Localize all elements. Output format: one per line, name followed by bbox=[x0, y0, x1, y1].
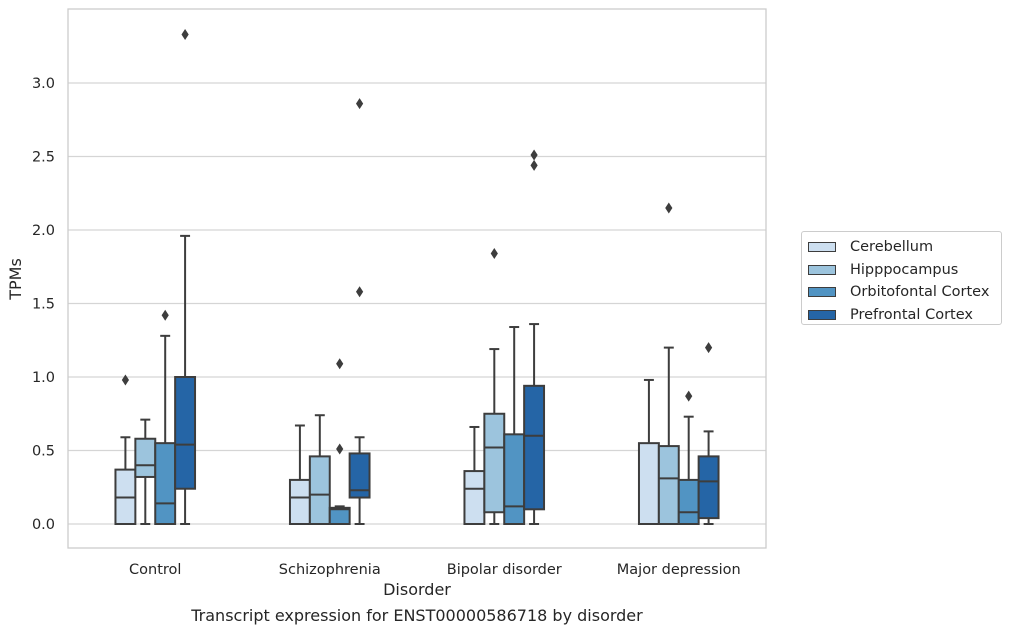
box-orbitofontal-cortex bbox=[677, 390, 700, 525]
box-cerebellum bbox=[288, 424, 311, 525]
legend-item-orbitofrontal: Orbitofontal Cortex bbox=[808, 281, 1001, 304]
x-axis-label: Disorder bbox=[383, 580, 451, 599]
x-tick-label: Major depression bbox=[617, 562, 741, 578]
x-ticks: Control Schizophrenia Bipolar disorder Majo… bbox=[129, 562, 741, 578]
box-hipppocampus bbox=[483, 248, 506, 525]
box-iqr bbox=[523, 384, 546, 511]
outlier-point bbox=[355, 98, 364, 110]
y-tick-label: 3.0 bbox=[32, 76, 55, 92]
box-iqr bbox=[348, 452, 371, 499]
outlier-point bbox=[336, 358, 344, 370]
outlier-point bbox=[181, 28, 189, 40]
box-prefrontal-cortex bbox=[174, 28, 197, 525]
outlier-point bbox=[355, 286, 364, 298]
outlier-point bbox=[685, 390, 693, 402]
box-prefrontal-cortex bbox=[523, 149, 546, 525]
legend-label-hippocampus: Hipppocampus bbox=[850, 261, 959, 278]
box-iqr bbox=[463, 470, 486, 525]
y-axis-label: TPMs bbox=[6, 258, 25, 301]
legend-item-prefrontal: Prefrontal Cortex bbox=[808, 304, 1001, 327]
box-iqr bbox=[308, 455, 331, 526]
box-iqr bbox=[134, 437, 157, 478]
box-orbitofontal-cortex bbox=[328, 358, 351, 525]
y-tick-label: 1.5 bbox=[32, 297, 55, 313]
box-iqr bbox=[657, 445, 680, 525]
box-cerebellum bbox=[114, 374, 137, 525]
legend-item-hippocampus: Hipppocampus bbox=[808, 259, 1001, 282]
box-hipppocampus bbox=[134, 418, 157, 525]
box-iqr bbox=[328, 506, 351, 525]
outlier-point bbox=[336, 443, 344, 455]
x-tick-label: Schizophrenia bbox=[279, 562, 381, 578]
box-cerebellum bbox=[463, 425, 486, 525]
legend-label-prefrontal: Prefrontal Cortex bbox=[850, 307, 973, 324]
box-iqr bbox=[503, 433, 526, 525]
x-tick-label: Bipolar disorder bbox=[447, 562, 562, 578]
box-iqr bbox=[697, 455, 720, 520]
legend-label-orbitofrontal: Orbitofontal Cortex bbox=[850, 284, 990, 301]
legend-swatch-cerebellum bbox=[808, 242, 836, 253]
box-hipppocampus bbox=[308, 414, 331, 526]
x-tick-label: Control bbox=[129, 562, 181, 578]
outlier-point bbox=[530, 149, 538, 161]
legend: Cerebellum Hipppocampus Orbitofontal Cor… bbox=[801, 231, 1002, 325]
legend-swatch-orbitofrontal bbox=[808, 287, 836, 298]
box-orbitofontal-cortex bbox=[503, 326, 526, 525]
plot-frame bbox=[67, 8, 767, 549]
box-prefrontal-cortex bbox=[697, 342, 720, 525]
box-iqr bbox=[677, 478, 700, 525]
box-iqr bbox=[154, 442, 177, 525]
y-tick-label: 0.5 bbox=[32, 444, 55, 460]
box-prefrontal-cortex bbox=[348, 98, 371, 525]
legend-swatch-hippocampus bbox=[808, 264, 836, 275]
boxes-layer bbox=[114, 28, 720, 526]
y-tick-label: 2.5 bbox=[32, 150, 55, 166]
legend-label-cerebellum: Cerebellum bbox=[850, 239, 934, 256]
y-ticks: 0.0 0.5 1.0 1.5 2.0 2.5 3.0 bbox=[32, 76, 55, 533]
outlier-point bbox=[704, 342, 713, 354]
box-cerebellum bbox=[637, 378, 660, 525]
box-iqr bbox=[637, 442, 660, 525]
y-tick-label: 1.0 bbox=[32, 370, 55, 386]
figure-caption: Transcript expression for ENST0000058671… bbox=[191, 606, 643, 625]
box-iqr bbox=[288, 478, 311, 525]
y-tick-label: 0.0 bbox=[32, 517, 55, 533]
box-iqr bbox=[483, 412, 506, 514]
outlier-point bbox=[490, 248, 498, 260]
outlier-point bbox=[161, 309, 169, 321]
y-tick-label: 2.0 bbox=[32, 223, 55, 239]
outlier-point bbox=[121, 374, 130, 386]
outlier-point bbox=[530, 159, 538, 171]
legend-item-cerebellum: Cerebellum bbox=[808, 236, 1001, 259]
box-orbitofontal-cortex bbox=[154, 309, 177, 525]
outlier-point bbox=[665, 202, 673, 214]
box-iqr bbox=[174, 376, 197, 490]
box-hipppocampus bbox=[657, 202, 680, 525]
legend-swatch-prefrontal bbox=[808, 310, 836, 321]
